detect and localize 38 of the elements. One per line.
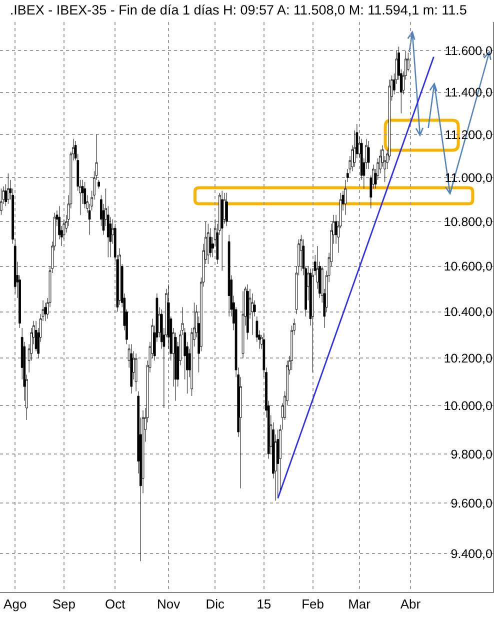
x-tick-label: Abr: [400, 596, 422, 612]
y-tick-label: 10.000,0: [444, 398, 493, 413]
x-tick-label: Nov: [157, 596, 181, 612]
x-tick-label: Feb: [302, 596, 324, 612]
candlestick: [226, 192, 228, 226]
candlestick: [130, 344, 133, 394]
candlestick: [220, 190, 224, 272]
candlestick: [14, 239, 16, 294]
candlestick: [276, 429, 280, 498]
y-tick-label: 10.400,0: [444, 305, 493, 320]
chart-title: .IBEX - IBEX-35 - Fin de día 1 días H: 09:57 A: 11.508,0 M: 11.594,1 m: 11.5: [10, 2, 467, 18]
y-tick-label: 10.200,0: [444, 352, 493, 366]
candlestick: [228, 234, 230, 317]
candlestick: [367, 140, 370, 170]
candlestick: [84, 182, 86, 209]
candlestick: [344, 180, 347, 216]
y-tick-label: 10.800,0: [444, 214, 493, 229]
x-tick-label: Oct: [104, 596, 126, 612]
y-tick-label: 9.600,0: [450, 496, 493, 511]
candlestick: [6, 173, 10, 204]
y-tick-label: 9.400,0: [450, 546, 493, 561]
candlestick: [134, 353, 138, 392]
x-tick-label: Sep: [52, 596, 76, 612]
candlestick: [300, 234, 302, 272]
candlestick: [174, 332, 177, 402]
y-tick-label: 10.600,0: [444, 260, 493, 274]
candlestick: [251, 293, 254, 336]
candlestick: [246, 284, 249, 340]
y-tick-label: 9.800,0: [450, 447, 493, 462]
candlestick: [44, 302, 47, 322]
candlestick: [98, 180, 100, 189]
x-tick-label: Dic: [206, 596, 225, 612]
x-tick-label: 15: [256, 596, 272, 612]
x-tick-label: Ago: [4, 596, 27, 612]
candlestick: [206, 224, 210, 264]
x-tick-label: Mar: [348, 596, 372, 612]
y-tick-label: 11.600,0: [444, 44, 493, 58]
candlestick: [242, 290, 244, 358]
